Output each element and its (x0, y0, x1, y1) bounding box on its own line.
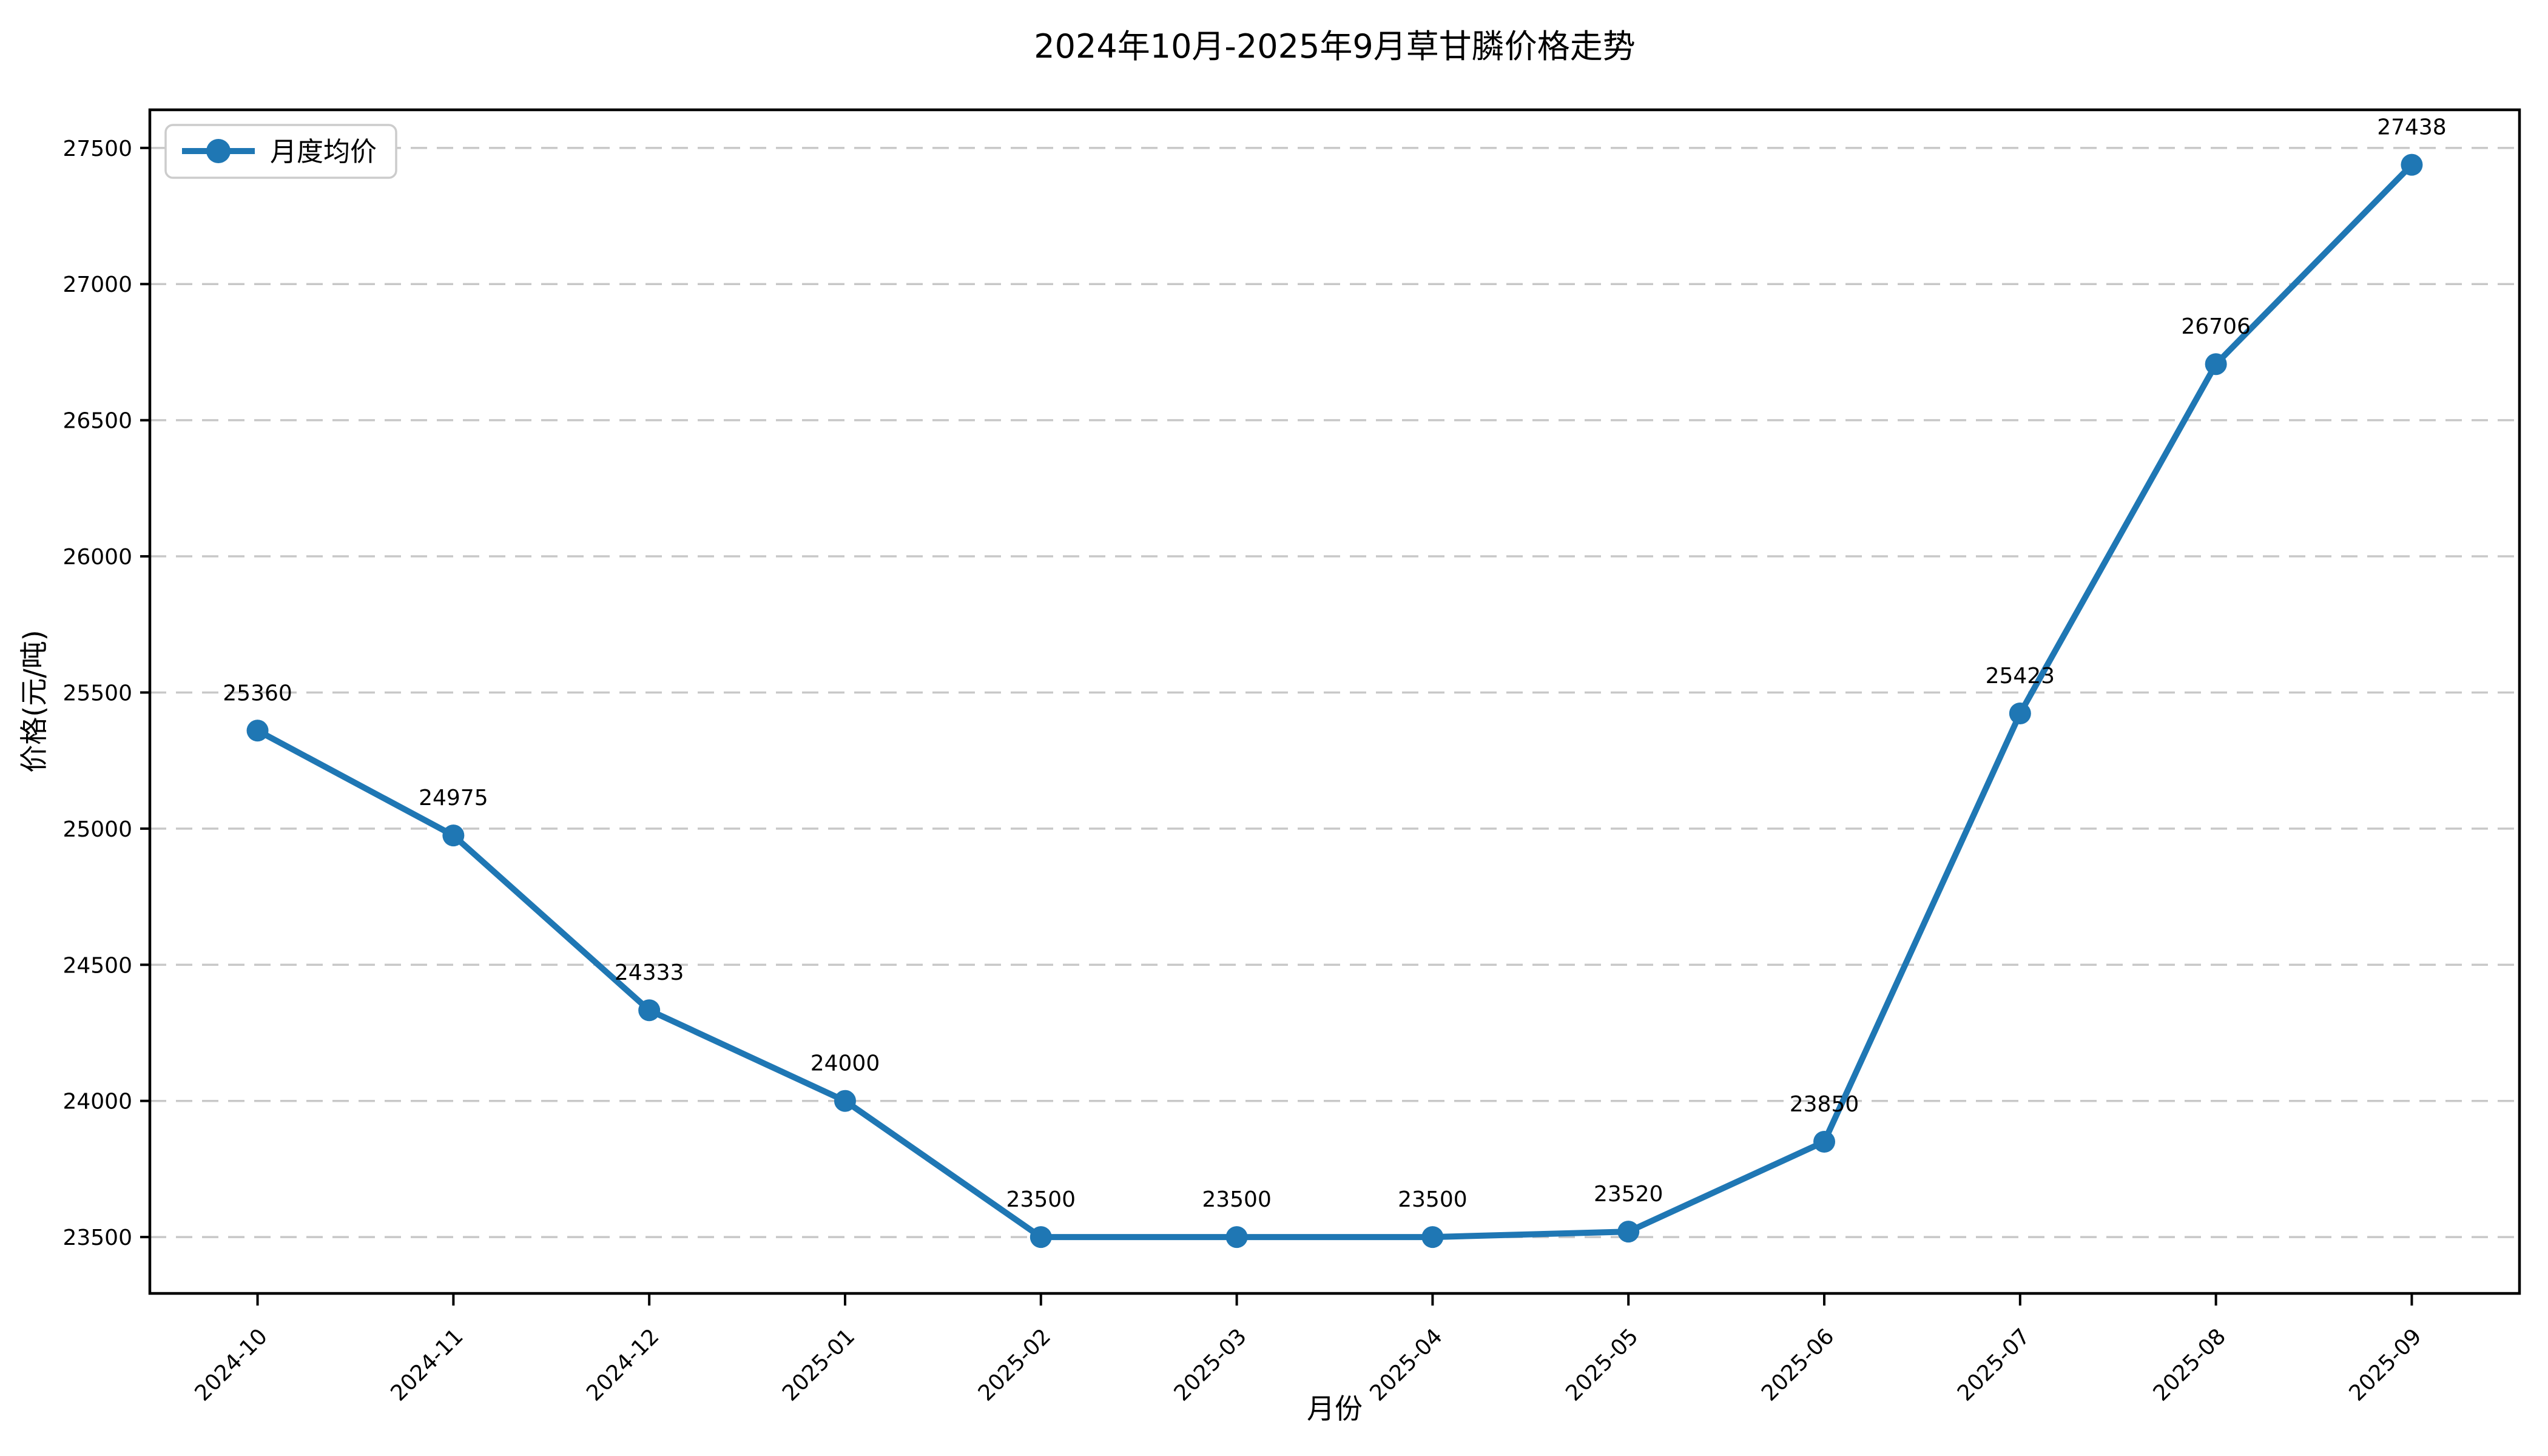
y-tick-label: 26500 (62, 409, 132, 434)
data-point-marker (442, 824, 465, 847)
y-tick-label: 25000 (62, 817, 132, 842)
data-point-label: 25360 (223, 681, 292, 706)
legend-label: 月度均价 (270, 136, 377, 167)
data-point-marker (246, 720, 269, 742)
data-point-marker (834, 1090, 856, 1112)
y-tick-label: 25500 (62, 681, 132, 706)
data-point-marker (1030, 1226, 1052, 1249)
y-tick-label: 24000 (62, 1090, 132, 1114)
chart-title: 2024年10月-2025年9月草甘膦价格走势 (1034, 27, 1635, 66)
price-line (254, 161, 2415, 1241)
data-point-marker (2009, 703, 2031, 725)
data-point-label: 23500 (1006, 1187, 1076, 1212)
data-point-marker (2205, 353, 2227, 376)
data-point-marker (1813, 1131, 1836, 1153)
data-point-marker (2401, 153, 2423, 176)
data-point-marker (1617, 1221, 1640, 1243)
x-axis-label: 月份 (1307, 1392, 1363, 1425)
plot-border (148, 108, 2521, 1295)
data-point-label: 26706 (2181, 314, 2251, 339)
legend-box (164, 124, 397, 179)
data-point-marker (1421, 1226, 1444, 1249)
y-tick-label: 23500 (62, 1225, 132, 1250)
data-point-label: 23500 (1202, 1187, 1272, 1212)
y-tick-label: 27000 (62, 272, 132, 297)
data-point-label: 27438 (2377, 115, 2447, 140)
y-tick-label: 24500 (62, 953, 132, 978)
data-point-marker (1225, 1226, 1248, 1249)
y-tick-label: 26000 (62, 545, 132, 570)
data-point-label: 25423 (1986, 664, 2055, 689)
data-point-label: 23500 (1398, 1187, 1468, 1212)
data-point-label: 24333 (615, 960, 684, 985)
data-point-marker (638, 999, 661, 1022)
legend-marker-icon (206, 139, 231, 163)
data-point-label: 23520 (1594, 1182, 1663, 1207)
data-point-label: 23850 (1790, 1092, 1859, 1117)
data-point-label: 24000 (811, 1051, 880, 1076)
y-axis-label: 价格(元/吨) (18, 630, 50, 772)
y-tick-label: 27500 (62, 136, 132, 161)
data-point-label: 24975 (419, 786, 488, 811)
